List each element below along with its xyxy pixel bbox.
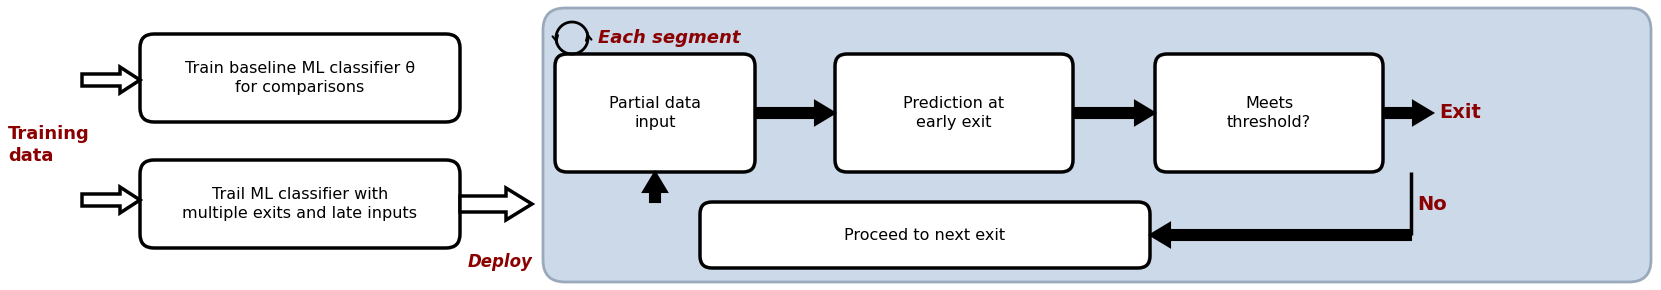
Text: Each segment: Each segment <box>598 29 741 47</box>
Polygon shape <box>1149 223 1410 247</box>
FancyBboxPatch shape <box>543 8 1651 282</box>
Polygon shape <box>1384 101 1433 125</box>
Polygon shape <box>643 172 668 202</box>
Text: Partial data
input: Partial data input <box>610 96 701 130</box>
FancyBboxPatch shape <box>555 54 756 172</box>
Text: Training
data: Training data <box>8 125 90 165</box>
Text: No: No <box>1417 195 1447 213</box>
Polygon shape <box>1073 101 1154 125</box>
Polygon shape <box>81 67 140 93</box>
Polygon shape <box>81 187 140 213</box>
FancyBboxPatch shape <box>1154 54 1384 172</box>
FancyBboxPatch shape <box>140 160 460 248</box>
Text: Trail ML classifier with
multiple exits and late inputs: Trail ML classifier with multiple exits … <box>183 186 417 221</box>
FancyBboxPatch shape <box>835 54 1073 172</box>
Polygon shape <box>756 101 835 125</box>
Text: Train baseline ML classifier θ
for comparisons: Train baseline ML classifier θ for compa… <box>184 61 415 95</box>
FancyBboxPatch shape <box>140 34 460 122</box>
Text: Prediction at
early exit: Prediction at early exit <box>904 96 1005 130</box>
FancyBboxPatch shape <box>699 202 1149 268</box>
Text: Meets
threshold?: Meets threshold? <box>1227 96 1311 130</box>
Text: Deploy: Deploy <box>468 253 533 271</box>
Polygon shape <box>460 188 532 220</box>
Text: Exit: Exit <box>1438 104 1482 122</box>
Text: Proceed to next exit: Proceed to next exit <box>844 227 1005 242</box>
